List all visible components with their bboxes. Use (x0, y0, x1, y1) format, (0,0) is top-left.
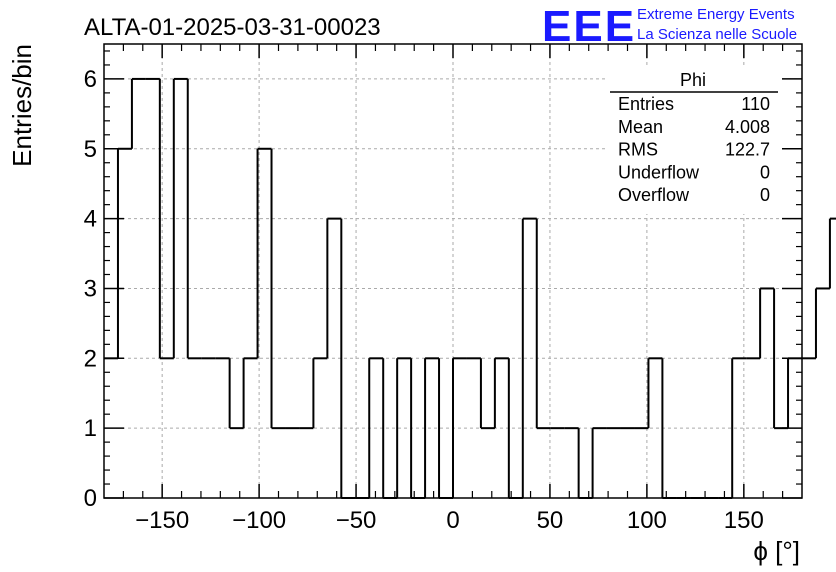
logo-line-2: La Scienza nelle Scuole (637, 26, 797, 43)
stats-row-label: Underflow (618, 162, 700, 182)
histogram-bin (116, 147, 132, 359)
histogram-bin (256, 147, 272, 359)
histogram-bin (521, 217, 537, 498)
histogram-bin (731, 357, 747, 498)
stats-box-title: Phi (680, 70, 706, 90)
y-tick-label: 4 (84, 206, 97, 233)
x-tick-labels: −150 −100 −50 0 50 100 150 (135, 507, 764, 534)
histogram-bin (368, 357, 384, 498)
histogram-bin (535, 218, 551, 430)
histogram-bars (104, 77, 836, 499)
y-tick-label: 0 (84, 485, 97, 512)
stats-row-value: 4.008 (725, 117, 770, 137)
stats-row-value: 110 (741, 94, 770, 114)
histogram-bin (577, 428, 593, 499)
histogram-bin (591, 427, 607, 498)
histogram-bin (424, 357, 440, 498)
histogram-bin (228, 358, 244, 430)
histogram-bin (382, 358, 398, 499)
chart-title: ALTA-01-2025-03-31-00023 (84, 14, 381, 41)
histogram-bin (312, 357, 328, 429)
histogram-bin (814, 287, 830, 359)
stats-row-label: Mean (618, 117, 663, 137)
histogram-bin (479, 358, 495, 430)
histogram-bin (340, 218, 356, 499)
y-tick-label: 3 (84, 275, 97, 302)
y-tick-label: 2 (84, 345, 97, 372)
stats-row-label: RMS (618, 140, 658, 160)
y-tick-label: 5 (84, 136, 97, 163)
histogram-bin (759, 287, 775, 359)
stats-row-value: 0 (760, 162, 770, 182)
stats-row-value: 0 (760, 185, 770, 205)
histogram-bin (452, 357, 467, 498)
x-tick-label: −100 (232, 507, 286, 534)
histogram-bin (493, 357, 509, 429)
histogram-bin (158, 78, 174, 360)
y-axis-label: Entries/bin (7, 44, 37, 167)
stats-row-label: Entries (618, 94, 674, 114)
histogram-bin (828, 217, 836, 289)
histogram-bin (326, 217, 342, 359)
y-tick-label: 6 (84, 66, 97, 93)
histogram-bin (787, 357, 802, 429)
histogram-bin (186, 78, 202, 360)
x-tick-label: −150 (135, 507, 189, 534)
x-tick-label: 100 (627, 507, 667, 534)
y-tick-label: 1 (84, 415, 97, 442)
y-tick-labels: 0 1 2 3 4 5 6 (84, 66, 97, 512)
x-axis-label: ϕ [°] (753, 536, 800, 566)
stats-box: Phi Entries 110 Mean 4.008 RMS 122.7 Underflow… (608, 66, 780, 214)
histogram-bin (242, 357, 258, 429)
histogram-bin (647, 357, 663, 429)
histogram-bin (270, 148, 286, 430)
x-tick-label: 50 (537, 507, 564, 534)
histogram-bin (130, 77, 146, 149)
axis-ticks (104, 44, 802, 499)
x-tick-label: 0 (446, 507, 459, 534)
histogram-bin (396, 357, 412, 498)
eee-logo: EEE Extreme Energy Events La Scienza nel… (542, 2, 797, 51)
stats-box-background (608, 66, 780, 214)
x-tick-label: 150 (724, 507, 764, 534)
histogram-bin (172, 77, 188, 359)
stats-row-value: 122.7 (725, 140, 770, 160)
logo-mark: EEE (542, 2, 636, 51)
stats-row-label: Overflow (618, 185, 690, 205)
x-tick-label: −50 (336, 507, 377, 534)
logo-line-1: Extreme Energy Events (637, 6, 795, 23)
